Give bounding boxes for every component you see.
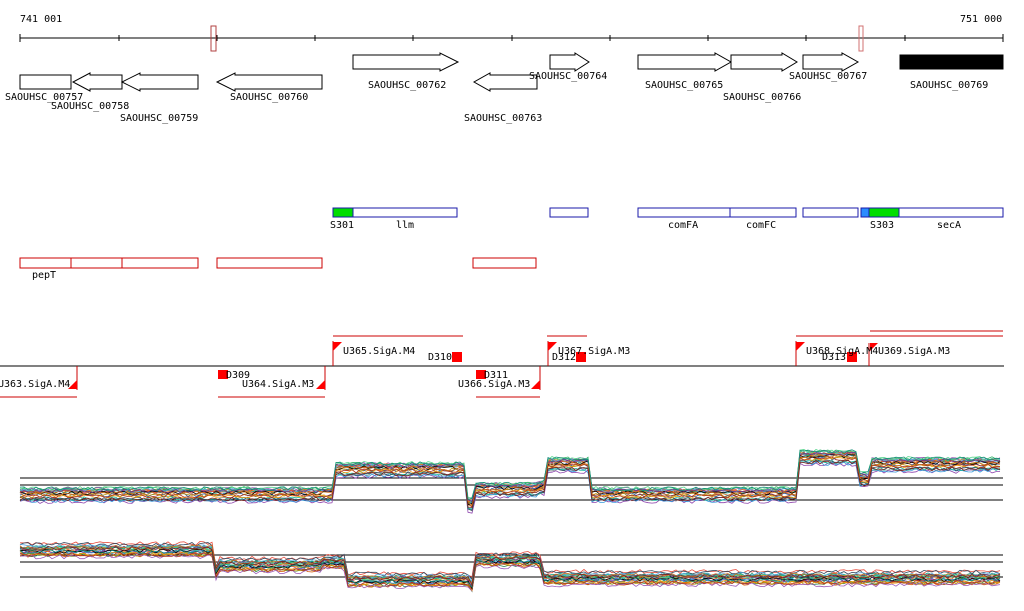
transcript-box[interactable] [352,207,458,218]
expression-line [19,456,1001,508]
expression-line [19,449,1001,501]
transcript-label: comFC [746,220,776,231]
gene-labels: SAOUHSC_00757 SAOUHSC_00758 SAOUHSC_0075… [5,71,988,124]
site-box-green[interactable] [868,207,900,218]
gene-arrow[interactable] [549,52,590,72]
gene-arrow[interactable] [730,52,798,72]
promoter-label: U366.SigA.M3 [458,379,530,390]
expression-line [19,549,1001,591]
promoter-label: U368.SigA.M4 [806,346,878,357]
operon-box[interactable] [121,257,199,269]
gene-label: SAOUHSC_00757 [5,92,83,103]
gene-label: SAOUHSC_00769 [910,80,988,91]
site-box-blue[interactable] [860,207,870,218]
transcript-box[interactable] [898,207,1004,218]
transcript-track: S301 llm comFA comFC S303 secA [330,207,1004,231]
gene-label: SAOUHSC_00760 [230,92,308,103]
transcript-label: secA [937,220,961,231]
transcript-label: S301 [330,220,354,231]
expression-line [19,455,1001,505]
transcript-label: S303 [870,220,894,231]
expression-line [19,448,1001,498]
promoter-flag[interactable] [531,380,540,389]
promoter-flag[interactable] [316,380,325,389]
expression-line [19,457,1001,507]
gene-arrow[interactable] [352,52,460,72]
gene-arrow[interactable] [637,52,733,72]
operon-box[interactable] [70,257,123,269]
promoter-track: U363.SigA.M4 D309 U364.SigA.M3 U365.SigA… [0,330,1004,398]
expression-line [19,549,1001,589]
operon-box[interactable] [472,257,537,269]
promoter-label: U364.SigA.M3 [242,379,314,390]
gene-label: SAOUHSC_00758 [51,101,129,112]
gene-label: SAOUHSC_00766 [723,92,801,103]
gene-label: SAOUHSC_00759 [120,113,198,124]
promoter-label: U365.SigA.M4 [343,346,415,357]
expression-line [19,545,1001,587]
gene-label: SAOUHSC_00764 [529,71,607,82]
operon-track: pepT [19,257,537,281]
transcript-label: comFA [668,220,698,231]
gene-arrow[interactable] [120,72,199,92]
ruler-marker [858,25,864,52]
promoter-label: U363.SigA.M4 [0,379,70,390]
expression-line [19,454,1001,507]
gene-label: SAOUHSC_00767 [789,71,867,82]
expression-line [19,459,1001,508]
promoter-flag[interactable] [870,343,878,351]
promoter-label: D312 [552,352,576,363]
expression-track-upper [19,448,1003,514]
promoter-flag[interactable] [68,380,77,389]
site-box-green[interactable] [332,207,354,218]
transcript-box[interactable] [802,207,859,218]
gene-arrow[interactable] [215,72,323,92]
gene-arrow[interactable] [71,72,123,92]
transcript-box[interactable] [549,207,589,218]
promoter-label: U369.SigA.M3 [878,346,950,357]
terminator-block[interactable] [476,370,486,379]
promoter-label: D309 [226,370,250,381]
expression-profiles [19,540,1001,593]
gene-arrow[interactable] [19,74,72,90]
promoter-flag[interactable] [548,342,557,351]
expression-line [19,545,1001,584]
expression-line [19,461,1001,510]
promoter-label: D313 [822,352,846,363]
operon-box[interactable] [216,257,323,269]
expression-line [19,541,1001,580]
promoter-label: D311 [484,370,508,381]
transcript-box[interactable] [637,207,731,218]
ruler-end-label: 751 000 [960,14,1002,25]
gene-block-filled[interactable] [899,54,1004,70]
terminator-block[interactable] [847,352,857,362]
terminator-block[interactable] [576,352,586,362]
ruler-start-label: 741 001 [20,14,62,25]
gene-track [19,52,1004,92]
gene-label: SAOUHSC_00765 [645,80,723,91]
operon-box[interactable] [19,257,72,269]
gene-arrow[interactable] [472,72,538,92]
expression-track-lower [19,540,1003,593]
gene-label: SAOUHSC_00762 [368,80,446,91]
promoter-label: U367.SigA.M3 [558,346,630,357]
gene-label: SAOUHSC_00763 [464,113,542,124]
transcript-box[interactable] [729,207,797,218]
expression-profiles [19,448,1001,514]
promoter-flag[interactable] [796,342,805,351]
expression-line [19,554,1001,592]
coordinate-ruler: 741 001 751 000 [19,14,1004,52]
promoter-flag[interactable] [333,342,342,351]
operon-label: pepT [32,270,56,281]
ruler-marker [210,25,217,52]
promoter-label: D310 [428,352,452,363]
transcript-label: llm [396,220,414,231]
terminator-block[interactable] [452,352,462,362]
terminator-block[interactable] [218,370,228,379]
gene-arrow[interactable] [802,52,860,72]
